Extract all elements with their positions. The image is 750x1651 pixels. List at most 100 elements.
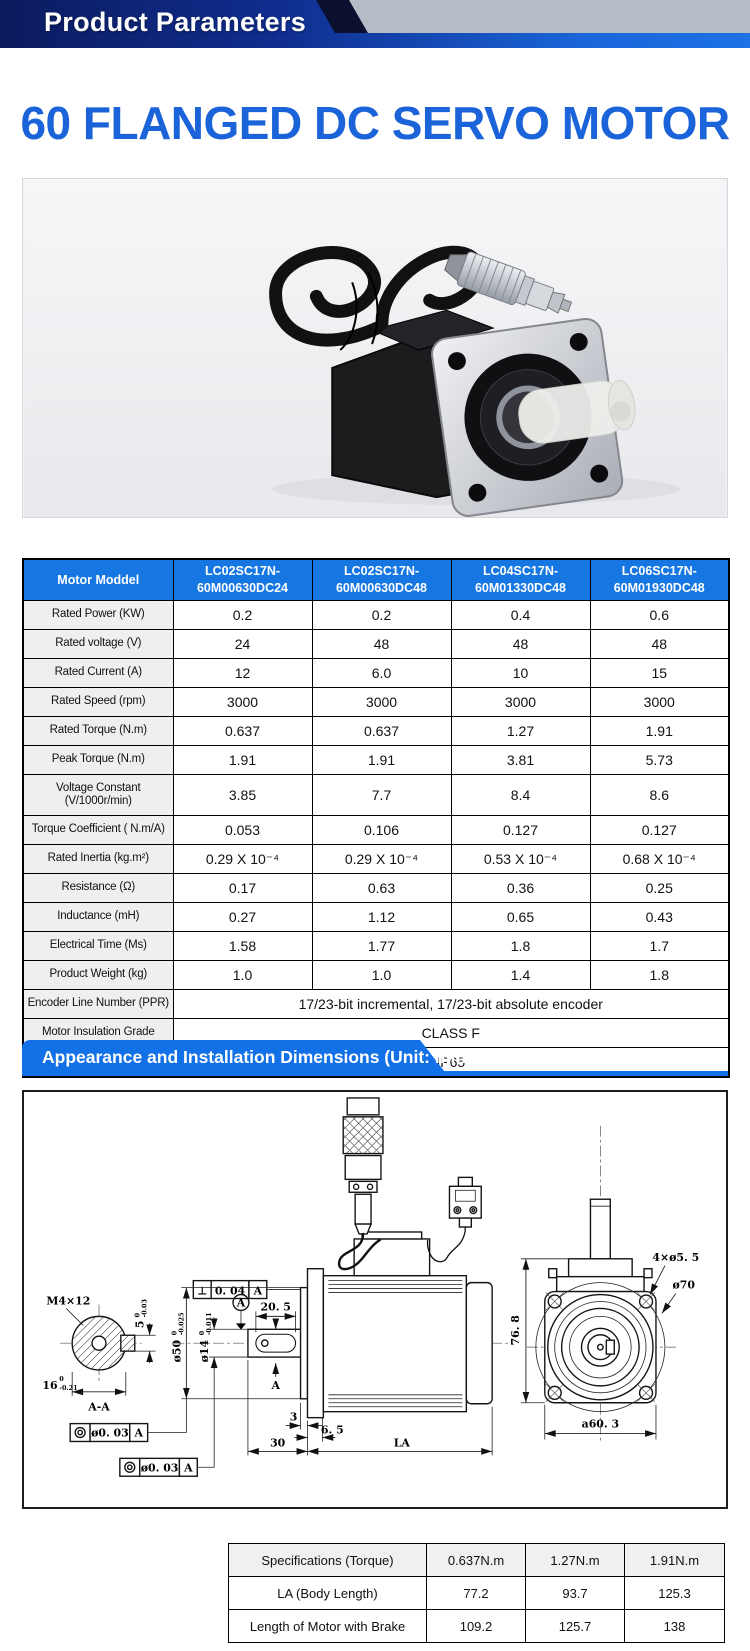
cell: 125.7 — [525, 1609, 625, 1643]
cell: 1.7 — [589, 931, 730, 961]
svg-text:ø14: ø14 — [198, 1339, 211, 1362]
row-label: Voltage Constant (V/1000r/min) — [22, 774, 174, 816]
spec-row: Torque Coefficient ( N.m/A) 0.053 0.106 0.1… — [22, 815, 730, 845]
cell: 3000 — [172, 687, 313, 717]
motor-front-view — [526, 1125, 676, 1442]
db-connector — [426, 1176, 482, 1263]
row-label: Product Weight (kg) — [22, 960, 174, 990]
la-row: Length of Motor with Brake 109.2 125.7 1… — [228, 1609, 725, 1643]
cell: 0.127 — [450, 815, 591, 845]
svg-text:⊥: ⊥ — [197, 1285, 207, 1298]
row-label: Rated Current (A) — [22, 658, 174, 688]
cell: 48 — [589, 629, 730, 659]
front-view-dimensions: 76. 8 4×ø5. 5 ø70 a60. 3 — [509, 1251, 699, 1440]
row-label: Rated Inertia (kg.m²) — [22, 844, 174, 874]
spec-header-model-3: LC04SC17N- 60M01330DC48 — [450, 558, 591, 601]
cell: 7.7 — [311, 774, 452, 816]
span-cell: 17/23-bit incremental, 17/23-bit absolut… — [172, 989, 730, 1019]
spec-row: Product Weight (kg) 1.0 1.0 1.4 1.8 — [22, 960, 730, 990]
cell: 3000 — [450, 687, 591, 717]
svg-text:0: 0 — [170, 1330, 178, 1335]
dimension-drawing: M4×12 5 0 -0.03 16 0 -0.21 A-A — [22, 1090, 728, 1509]
cell: 0.637 — [172, 716, 313, 746]
svg-text:-0.03: -0.03 — [141, 1298, 149, 1317]
spec-row: Rated Torque (N.m) 0.637 0.637 1.27 1.91 — [22, 716, 730, 746]
svg-text:-0.025: -0.025 — [177, 1312, 185, 1335]
datum-a-label: A — [236, 1296, 246, 1309]
product-photo — [22, 178, 728, 518]
dim-label-76-8: 76. 8 — [509, 1315, 522, 1345]
perpendicularity-frame: ⊥ 0. 04 A — [192, 1279, 308, 1300]
la-header-val: 0.637N.m — [426, 1543, 526, 1577]
spec-row: Electrical Time (Ms) 1.58 1.77 1.8 1.7 — [22, 931, 730, 961]
svg-text:0: 0 — [198, 1330, 206, 1335]
dim-label-20-5: 20. 5 — [261, 1300, 291, 1313]
cell: 0.2 — [311, 600, 452, 630]
cell: 1.27 — [450, 716, 591, 746]
row-label: Resistance (Ω) — [22, 873, 174, 903]
concentricity-frame-1: ø0. 03 A — [69, 1398, 187, 1443]
svg-text:-0.21: -0.21 — [59, 1384, 77, 1392]
dim-label-d14: ø14 0 -0.011 — [198, 1312, 213, 1362]
section-title: Appearance and Installation Dimensions (… — [42, 1047, 472, 1067]
dim-label-3: 3 — [290, 1411, 298, 1424]
la-header-val: 1.91N.m — [624, 1543, 725, 1577]
la-row-label: Length of Motor with Brake — [228, 1609, 427, 1643]
dim-label-d70: ø70 — [673, 1279, 696, 1292]
model-line: LC02SC17N- — [204, 564, 281, 579]
spec-table: Motor Moddel LC02SC17N- 60M00630DC24 LC02… — [22, 558, 730, 1078]
side-view-dimensions: A 20. 5 A ø50 0 -0.025 — [170, 1287, 493, 1456]
cell: 15 — [589, 658, 730, 688]
cell: 93.7 — [525, 1576, 625, 1610]
row-label: Peak Torque (N.m) — [22, 745, 174, 775]
cell: 0.6 — [589, 600, 730, 630]
la-header-label: Specifications (Torque) — [228, 1543, 427, 1577]
svg-text:76. 8: 76. 8 — [509, 1315, 522, 1345]
cell: 0.4 — [450, 600, 591, 630]
row-label: Rated Speed (rpm) — [22, 687, 174, 717]
cell: 10 — [450, 658, 591, 688]
cell: 1.4 — [450, 960, 591, 990]
spec-header-row: Motor Moddel LC02SC17N- 60M00630DC24 LC02… — [22, 558, 730, 601]
concentricity-frame-2: ø0. 03 A — [119, 1357, 215, 1477]
model-line: 60M01930DC48 — [613, 581, 705, 595]
cell: 0.2 — [172, 600, 313, 630]
cell: 0.27 — [172, 902, 313, 932]
row-label: Inductance (mH) — [22, 902, 174, 932]
cell: 0.17 — [172, 873, 313, 903]
cell: 0.68 X 10⁻⁴ — [589, 844, 730, 874]
technical-drawing-svg: M4×12 5 0 -0.03 16 0 -0.21 A-A — [42, 1097, 699, 1477]
svg-text:A: A — [183, 1461, 193, 1474]
dim-label-m4x12: M4×12 — [46, 1294, 90, 1307]
section-aa-label: A-A — [87, 1401, 110, 1414]
model-line: LC04SC17N- — [482, 564, 559, 579]
svg-text:0: 0 — [134, 1312, 142, 1317]
cell: 1.58 — [172, 931, 313, 961]
cell: 5.73 — [589, 745, 730, 775]
section-banner-shape — [22, 1040, 448, 1076]
product-photo-illustration — [24, 179, 726, 517]
svg-text:ø0. 03: ø0. 03 — [141, 1461, 179, 1474]
spec-span-row: Encoder Line Number (PPR) 17/23-bit incre… — [22, 989, 730, 1019]
row-label: Torque Coefficient ( N.m/A) — [22, 815, 174, 845]
dim-label-holes: 4×ø5. 5 — [652, 1251, 699, 1264]
la-header-row: Specifications (Torque) 0.637N.m 1.27N.m… — [228, 1543, 725, 1577]
cell: 1.0 — [311, 960, 452, 990]
spec-row: Rated Inertia (kg.m²) 0.29 X 10⁻⁴ 0.29 X 1… — [22, 844, 730, 874]
motor-side-view — [173, 1231, 514, 1419]
cell: 1.8 — [589, 960, 730, 990]
motor-flange-face — [431, 318, 636, 517]
spec-header-label: Motor Moddel — [22, 558, 174, 601]
cell: 1.91 — [172, 745, 313, 775]
svg-text:ø0. 03: ø0. 03 — [91, 1427, 129, 1440]
banner-title: Product Parameters — [44, 7, 307, 37]
cell: 0.053 — [172, 815, 313, 845]
cell: 48 — [450, 629, 591, 659]
dim-label-d50: ø50 0 -0.025 — [170, 1312, 185, 1362]
cell: 0.106 — [311, 815, 452, 845]
dim-label-30: 30 — [270, 1436, 286, 1449]
dim-label-la: LA — [394, 1436, 411, 1449]
spec-header-model-2: LC02SC17N- 60M00630DC48 — [311, 558, 452, 601]
cell: 0.25 — [589, 873, 730, 903]
cell: 8.4 — [450, 774, 591, 816]
